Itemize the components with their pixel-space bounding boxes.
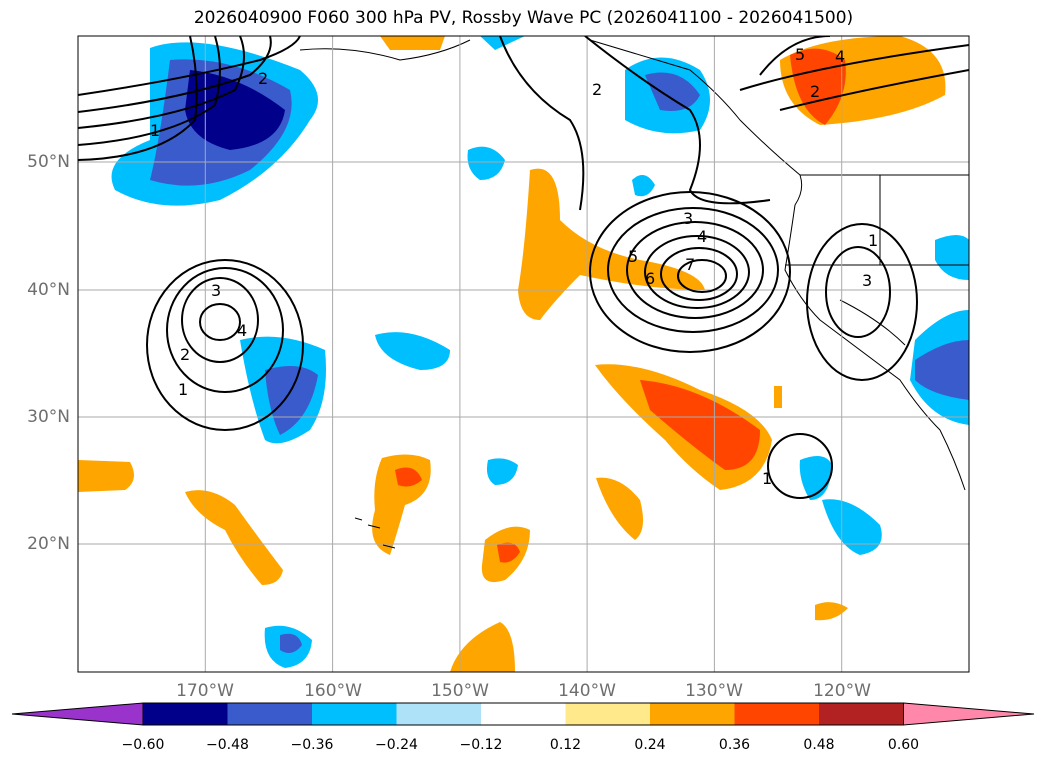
colorbar bbox=[11, 702, 1035, 726]
coastlines bbox=[299, 39, 969, 549]
contour-label: 6 bbox=[645, 269, 655, 288]
contour-label: 4 bbox=[237, 321, 247, 340]
colorbar-tick: −0.36 bbox=[290, 737, 334, 753]
colorbar-extend-high bbox=[903, 702, 1035, 726]
colorbar-tick: −0.48 bbox=[206, 737, 249, 753]
colorbar-segment bbox=[312, 703, 397, 725]
colorbar-tick: 0.36 bbox=[718, 737, 751, 753]
colorbar-segment bbox=[396, 703, 481, 725]
colorbar-tick: 0.60 bbox=[887, 737, 920, 753]
contour-label: 4 bbox=[697, 227, 707, 246]
contour-label: 4 bbox=[835, 47, 845, 66]
contour-label: 7 bbox=[685, 255, 695, 274]
lat-label: 40°N bbox=[27, 280, 70, 300]
contour-label: 2 bbox=[592, 80, 602, 99]
colorbar-tick: −0.24 bbox=[375, 737, 418, 753]
contour-labels: 1 2 3 4 2 1 2 3 4 5 6 7 1 3 1 5 4 2 bbox=[150, 45, 878, 488]
map-area: 1 2 3 4 2 1 2 3 4 5 6 7 1 3 1 5 4 2 bbox=[78, 36, 969, 672]
contour-label: 1 bbox=[150, 121, 160, 140]
colorbar-segment bbox=[565, 703, 650, 725]
colorbar-segment bbox=[227, 703, 312, 725]
colorbar-extend-low bbox=[11, 702, 144, 726]
contour-label: 1 bbox=[868, 231, 878, 250]
contour-label: 5 bbox=[628, 247, 638, 266]
colorbar-tick: −0.60 bbox=[121, 737, 165, 753]
lon-label: 150°W bbox=[431, 681, 489, 701]
contour-label: 2 bbox=[180, 345, 190, 364]
lon-label: 160°W bbox=[304, 681, 362, 701]
lat-label: 50°N bbox=[27, 152, 70, 172]
colorbar-segment bbox=[143, 703, 228, 725]
colorbar-tick: −0.12 bbox=[459, 737, 503, 753]
lon-label: 130°W bbox=[685, 681, 743, 701]
lon-label: 170°W bbox=[176, 681, 234, 701]
gridlines bbox=[78, 36, 969, 672]
colorbar-tick: 0.48 bbox=[803, 737, 835, 753]
contour-label: 3 bbox=[683, 209, 693, 228]
colorbar-segment bbox=[650, 703, 735, 725]
contour-label: 3 bbox=[211, 281, 221, 300]
contour-label: 3 bbox=[862, 271, 872, 290]
contour-label: 5 bbox=[795, 45, 805, 64]
colorbar-tick: 0.24 bbox=[634, 737, 666, 753]
lat-label: 20°N bbox=[27, 534, 70, 554]
contour-label: 2 bbox=[810, 82, 820, 101]
lon-label: 140°W bbox=[558, 681, 616, 701]
pc-contours bbox=[78, 36, 969, 499]
colorbar-segment bbox=[481, 703, 566, 725]
colorbar-segment bbox=[734, 703, 819, 725]
lat-label: 30°N bbox=[27, 407, 70, 427]
colorbar-segment bbox=[819, 703, 904, 725]
colorbar-tick: 0.12 bbox=[549, 737, 582, 753]
map-frame bbox=[77, 35, 970, 673]
contour-label: 1 bbox=[762, 469, 772, 488]
map-title: 2026040900 F060 300 hPa PV, Rossby Wave … bbox=[193, 8, 854, 28]
lon-label: 120°W bbox=[813, 681, 871, 701]
contour-label: 1 bbox=[178, 380, 188, 399]
contour-label: 2 bbox=[258, 69, 268, 88]
